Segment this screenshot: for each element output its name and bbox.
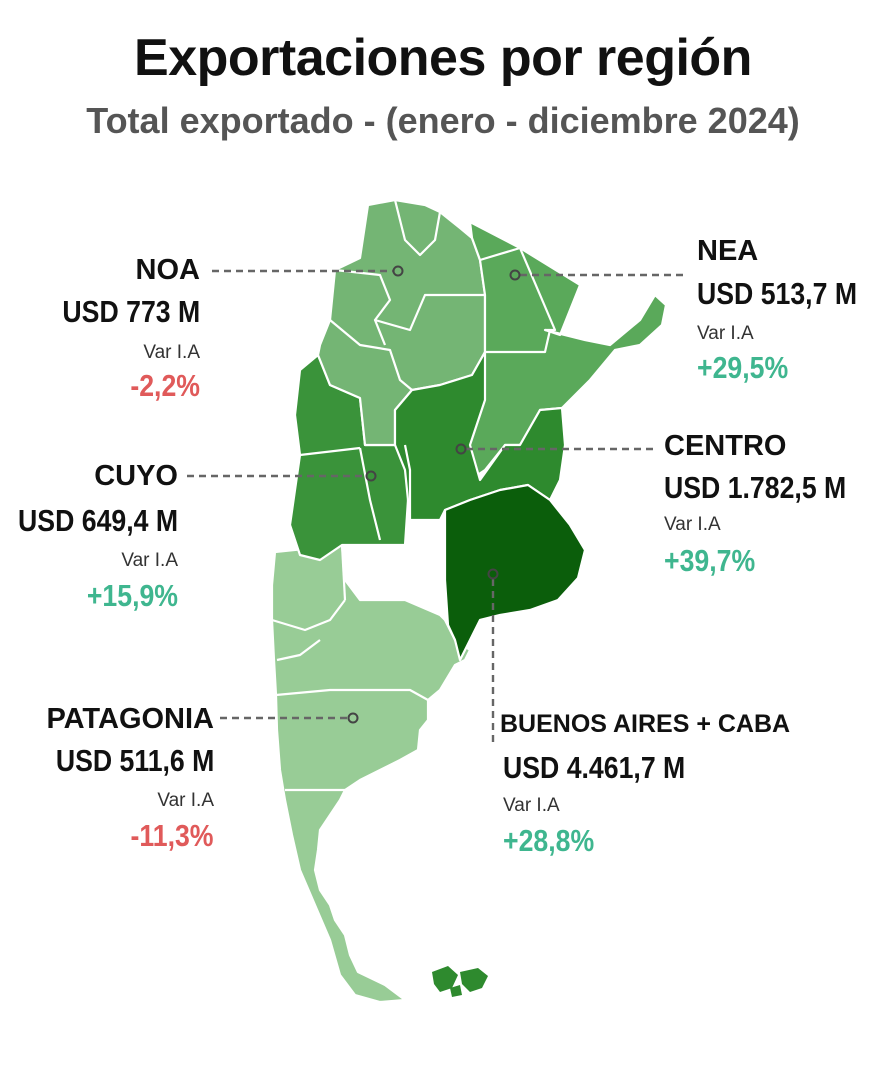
patagonia-var-label: Var I.A: [157, 790, 214, 811]
patagonia-var: -11,3%: [130, 818, 214, 853]
buenos-aires-var: +28,8%: [503, 823, 595, 858]
buenos-aires-value: USD 4.461,7 M: [503, 750, 686, 785]
noa-var-label: Var I.A: [143, 342, 200, 363]
centro-var-label: Var I.A: [664, 514, 721, 535]
nea-var: +29,5%: [697, 350, 789, 385]
marker-noa: [392, 265, 404, 277]
malvinas-islands: [432, 966, 488, 997]
noa-value: USD 773 M: [62, 294, 200, 329]
patagonia-name: PATAGONIA: [46, 703, 214, 735]
patagonia-value: USD 511,6 M: [55, 743, 214, 778]
cuyo-var: +15,9%: [86, 578, 178, 613]
region-buenos-aires[interactable]: [443, 483, 587, 662]
marker-patagonia: [347, 712, 359, 724]
centro-var: +39,7%: [664, 543, 756, 578]
cuyo-var-label: Var I.A: [121, 550, 178, 571]
buenos-aires-var-label: Var I.A: [503, 795, 560, 816]
region-centro[interactable]: [393, 350, 567, 522]
noa-var: -2,2%: [130, 368, 200, 403]
nea-value: USD 513,7 M: [697, 276, 858, 311]
buenos-aires-name: BUENOS AIRES + CABA: [500, 710, 791, 738]
cuyo-value: USD 649,4 M: [17, 503, 178, 538]
map-title: Exportaciones por región: [134, 29, 752, 87]
cuyo-name: CUYO: [94, 460, 178, 492]
centro-name: CENTRO: [664, 430, 787, 462]
marker-buenos-aires: [487, 568, 499, 580]
region-patagonia[interactable]: [270, 543, 472, 1004]
marker-cuyo: [365, 470, 377, 482]
centro-value: USD 1.782,5 M: [664, 470, 847, 505]
marker-nea: [509, 269, 521, 281]
map-subtitle: Total exportado - (enero - diciembre 202…: [86, 100, 800, 141]
marker-centro: [455, 443, 467, 455]
nea-var-label: Var I.A: [697, 323, 754, 344]
nea-name: NEA: [697, 235, 759, 267]
noa-name: NOA: [135, 254, 200, 286]
